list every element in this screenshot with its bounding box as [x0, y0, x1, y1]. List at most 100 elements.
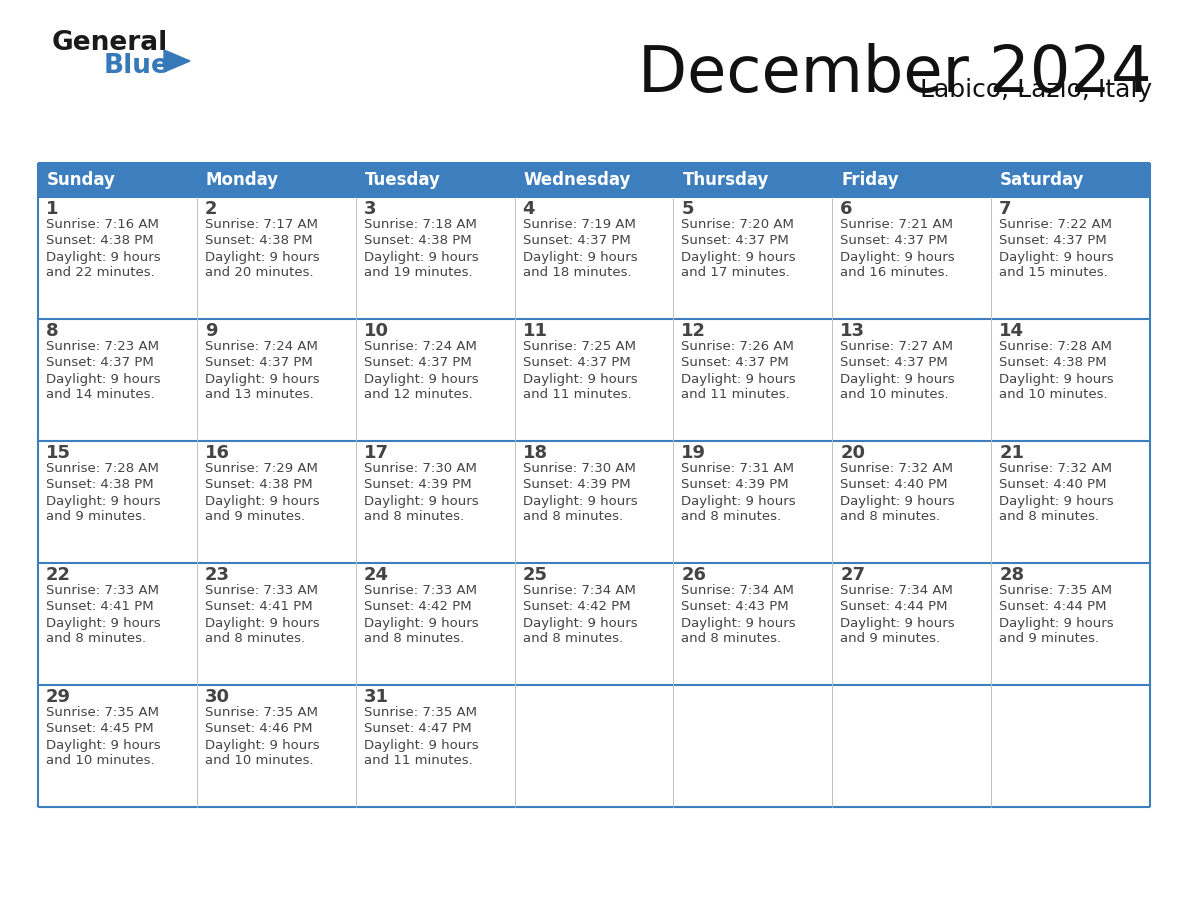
Bar [38, 563, 197, 685]
Text: Daylight: 9 hours: Daylight: 9 hours [999, 373, 1114, 386]
Text: Sunset: 4:42 PM: Sunset: 4:42 PM [523, 600, 630, 613]
Text: Sunrise: 7:34 AM: Sunrise: 7:34 AM [840, 585, 953, 598]
Bar [38, 441, 197, 563]
Text: Sunrise: 7:19 AM: Sunrise: 7:19 AM [523, 218, 636, 231]
Text: 15: 15 [46, 444, 71, 462]
Text: 16: 16 [204, 444, 229, 462]
Text: Sunset: 4:38 PM: Sunset: 4:38 PM [46, 478, 153, 491]
Text: Daylight: 9 hours: Daylight: 9 hours [682, 617, 796, 630]
Text: Blue: Blue [105, 53, 170, 79]
Text: 30: 30 [204, 688, 229, 706]
Bar [833, 197, 991, 319]
Bar [674, 563, 833, 685]
Bar [355, 197, 514, 319]
Text: Sunset: 4:38 PM: Sunset: 4:38 PM [999, 356, 1107, 370]
Text: Sunset: 4:39 PM: Sunset: 4:39 PM [682, 478, 789, 491]
Text: and 8 minutes.: and 8 minutes. [364, 633, 463, 645]
Text: Sunrise: 7:24 AM: Sunrise: 7:24 AM [364, 341, 476, 353]
Text: Daylight: 9 hours: Daylight: 9 hours [999, 251, 1114, 263]
Text: Sunset: 4:39 PM: Sunset: 4:39 PM [364, 478, 472, 491]
Text: Sunset: 4:41 PM: Sunset: 4:41 PM [204, 600, 312, 613]
Text: and 15 minutes.: and 15 minutes. [999, 266, 1108, 279]
Text: Sunrise: 7:34 AM: Sunrise: 7:34 AM [523, 585, 636, 598]
Text: and 17 minutes.: and 17 minutes. [682, 266, 790, 279]
Text: 1: 1 [46, 200, 58, 218]
Text: General: General [52, 30, 169, 56]
Bar [674, 319, 833, 441]
Text: Daylight: 9 hours: Daylight: 9 hours [204, 738, 320, 752]
Text: 19: 19 [682, 444, 707, 462]
Text: Sunset: 4:42 PM: Sunset: 4:42 PM [364, 600, 472, 613]
Bar [355, 563, 514, 685]
Text: and 8 minutes.: and 8 minutes. [523, 510, 623, 523]
Text: Daylight: 9 hours: Daylight: 9 hours [364, 738, 479, 752]
Text: and 8 minutes.: and 8 minutes. [682, 510, 782, 523]
Text: and 10 minutes.: and 10 minutes. [46, 755, 154, 767]
Text: Daylight: 9 hours: Daylight: 9 hours [840, 251, 955, 263]
Text: 8: 8 [46, 322, 58, 340]
Bar [674, 163, 833, 197]
Text: Sunset: 4:38 PM: Sunset: 4:38 PM [204, 234, 312, 248]
Text: Sunrise: 7:25 AM: Sunrise: 7:25 AM [523, 341, 636, 353]
Text: Sunset: 4:39 PM: Sunset: 4:39 PM [523, 478, 630, 491]
Text: and 8 minutes.: and 8 minutes. [523, 633, 623, 645]
Text: Daylight: 9 hours: Daylight: 9 hours [364, 373, 479, 386]
Text: 6: 6 [840, 200, 853, 218]
Bar [514, 685, 674, 807]
Text: 4: 4 [523, 200, 535, 218]
Text: Sunset: 4:38 PM: Sunset: 4:38 PM [204, 478, 312, 491]
Polygon shape [164, 50, 190, 72]
Text: 23: 23 [204, 566, 229, 584]
Text: Daylight: 9 hours: Daylight: 9 hours [46, 617, 160, 630]
Text: Sunset: 4:46 PM: Sunset: 4:46 PM [204, 722, 312, 735]
Text: and 18 minutes.: and 18 minutes. [523, 266, 631, 279]
Text: Sunset: 4:44 PM: Sunset: 4:44 PM [840, 600, 948, 613]
Bar [674, 441, 833, 563]
Text: and 19 minutes.: and 19 minutes. [364, 266, 473, 279]
Text: 29: 29 [46, 688, 71, 706]
Text: Daylight: 9 hours: Daylight: 9 hours [46, 251, 160, 263]
Text: and 8 minutes.: and 8 minutes. [682, 633, 782, 645]
Text: Daylight: 9 hours: Daylight: 9 hours [364, 495, 479, 508]
Text: Sunset: 4:37 PM: Sunset: 4:37 PM [523, 234, 631, 248]
Text: Sunrise: 7:16 AM: Sunrise: 7:16 AM [46, 218, 159, 231]
Text: Sunset: 4:43 PM: Sunset: 4:43 PM [682, 600, 789, 613]
Text: Sunset: 4:45 PM: Sunset: 4:45 PM [46, 722, 153, 735]
Text: 26: 26 [682, 566, 707, 584]
Text: Sunrise: 7:32 AM: Sunrise: 7:32 AM [999, 463, 1112, 476]
Text: Daylight: 9 hours: Daylight: 9 hours [682, 495, 796, 508]
Bar [355, 685, 514, 807]
Bar [38, 163, 197, 197]
Text: 7: 7 [999, 200, 1012, 218]
Text: and 13 minutes.: and 13 minutes. [204, 388, 314, 401]
Text: and 8 minutes.: and 8 minutes. [46, 633, 146, 645]
Text: Daylight: 9 hours: Daylight: 9 hours [682, 373, 796, 386]
Bar [514, 319, 674, 441]
Text: 17: 17 [364, 444, 388, 462]
Text: Daylight: 9 hours: Daylight: 9 hours [523, 495, 637, 508]
Text: Sunrise: 7:23 AM: Sunrise: 7:23 AM [46, 341, 159, 353]
Text: Sunrise: 7:33 AM: Sunrise: 7:33 AM [364, 585, 476, 598]
Text: Sunrise: 7:22 AM: Sunrise: 7:22 AM [999, 218, 1112, 231]
Text: and 10 minutes.: and 10 minutes. [840, 388, 949, 401]
Text: Sunrise: 7:35 AM: Sunrise: 7:35 AM [364, 707, 476, 720]
Text: Sunrise: 7:35 AM: Sunrise: 7:35 AM [46, 707, 159, 720]
Text: Sunrise: 7:28 AM: Sunrise: 7:28 AM [46, 463, 159, 476]
Text: Sunrise: 7:18 AM: Sunrise: 7:18 AM [364, 218, 476, 231]
Bar [38, 197, 197, 319]
Text: and 11 minutes.: and 11 minutes. [364, 755, 473, 767]
Text: Sunset: 4:37 PM: Sunset: 4:37 PM [999, 234, 1107, 248]
Text: 9: 9 [204, 322, 217, 340]
Bar [355, 319, 514, 441]
Text: and 8 minutes.: and 8 minutes. [999, 510, 1099, 523]
Text: Daylight: 9 hours: Daylight: 9 hours [204, 495, 320, 508]
Text: Sunrise: 7:31 AM: Sunrise: 7:31 AM [682, 463, 795, 476]
Text: Tuesday: Tuesday [365, 171, 441, 189]
Text: Sunset: 4:44 PM: Sunset: 4:44 PM [999, 600, 1107, 613]
Text: 24: 24 [364, 566, 388, 584]
Text: Daylight: 9 hours: Daylight: 9 hours [204, 373, 320, 386]
Text: Sunset: 4:47 PM: Sunset: 4:47 PM [364, 722, 472, 735]
Text: Daylight: 9 hours: Daylight: 9 hours [46, 495, 160, 508]
Text: Daylight: 9 hours: Daylight: 9 hours [523, 617, 637, 630]
Bar [514, 197, 674, 319]
